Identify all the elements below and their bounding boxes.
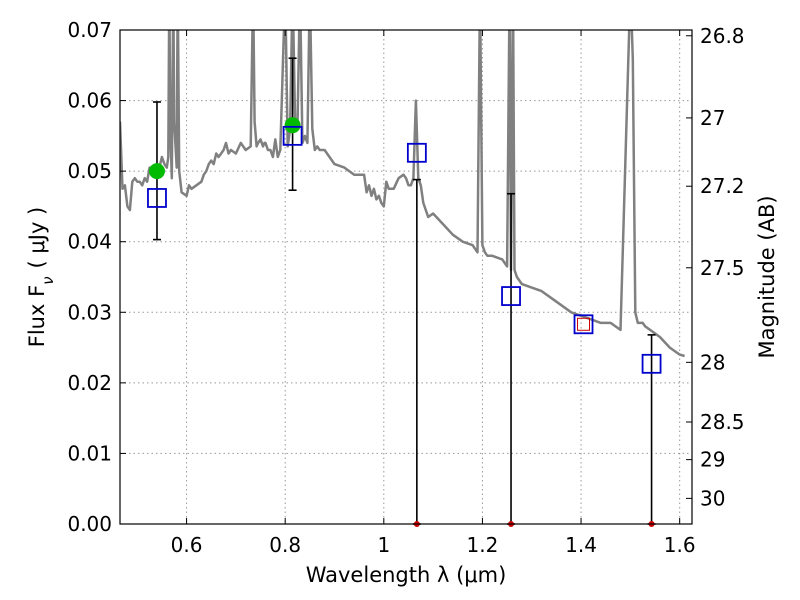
model-sed-layer: [120, 30, 685, 358]
x-tick-label: 1.6: [664, 533, 696, 557]
model-point: [284, 117, 301, 134]
marker-layer: [147, 117, 662, 527]
y-axis-label-unit: ( μJy ): [25, 207, 49, 269]
observed-point: [641, 353, 662, 374]
red-point: [577, 317, 591, 331]
y-axis-label: Flux Fν ( μJy ): [25, 207, 57, 348]
y2-tick-label: 29: [700, 448, 725, 472]
model-point: [148, 163, 165, 180]
y-axis-label-subscript: ν: [39, 276, 57, 284]
y-tick-label: 0.03: [67, 300, 112, 324]
model-sed-line: [120, 30, 685, 358]
y-tick-label: 0.05: [67, 159, 112, 183]
x-tick-label: 1: [377, 533, 390, 557]
y-tick-label: 0.07: [67, 18, 112, 42]
y2-axis-label: Magnitude (AB): [755, 195, 779, 358]
y2-tick-label: 27: [700, 106, 725, 130]
y2-tick-label: 28.5: [700, 410, 745, 434]
x-tick-label: 1.4: [565, 533, 597, 557]
y2-tick-label: 26.8: [700, 24, 745, 48]
observed-point: [406, 142, 427, 163]
x-axis-label: Wavelength λ (μm): [306, 563, 507, 587]
y-tick-label: 0.02: [67, 371, 112, 395]
y-tick-label: 0.06: [67, 89, 112, 113]
observed-point: [282, 125, 303, 146]
observed-point: [501, 286, 521, 306]
tick-layer: 0.6 0.8 1 1.2 1.4 1.6 0.00 0.01 0.02 0.03 0.04 0.05…: [67, 18, 744, 557]
y2-tick-label: 30: [700, 486, 725, 510]
observed-point: [147, 188, 167, 208]
y2-tick-label: 27.2: [700, 174, 745, 198]
y2-tick-label: 28: [700, 350, 725, 374]
grid-layer: [120, 30, 692, 524]
observed-point: [573, 314, 594, 335]
y2-tick-label: 27.5: [700, 256, 745, 280]
x-tick-label: 0.6: [171, 533, 203, 557]
y-tick-label: 0.01: [67, 441, 112, 465]
error-bar-layer: [152, 57, 656, 525]
y-tick-label: 0.00: [67, 512, 112, 536]
y-tick-label: 0.04: [67, 230, 112, 254]
y-axis-label-text: Flux F: [25, 285, 49, 347]
x-tick-label: 0.8: [269, 533, 301, 557]
x-tick-label: 1.2: [467, 533, 499, 557]
plot-frame: [119, 29, 693, 525]
